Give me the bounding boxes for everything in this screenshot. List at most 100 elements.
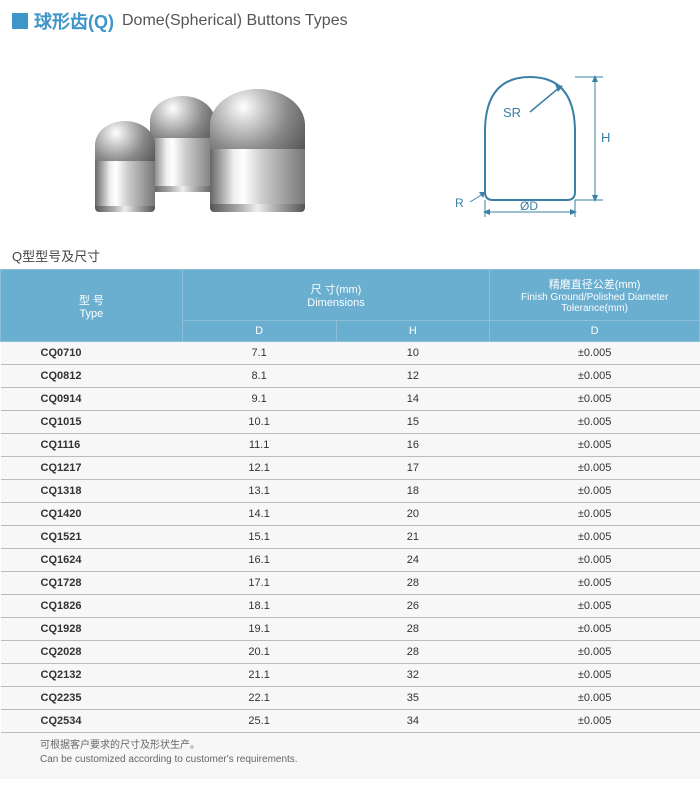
table-body: CQ07107.110±0.005CQ08128.112±0.005CQ0914… [1,342,700,733]
cell-d: 18.1 [182,595,336,618]
cell-d: 20.1 [182,641,336,664]
table-row: CQ202820.128±0.005 [1,641,700,664]
cell-h: 17 [336,457,490,480]
label-r: R [455,196,464,210]
cell-d: 14.1 [182,503,336,526]
cell-type: CQ1928 [1,618,183,641]
table-header: 型 号 Type 尺 寸(mm) Dimensions 精磨直径公差(mm) F… [1,270,700,342]
header-dimensions: 尺 寸(mm) Dimensions [182,270,490,321]
cell-tol: ±0.005 [490,641,700,664]
cell-type: CQ1318 [1,480,183,503]
cell-h: 18 [336,480,490,503]
cell-d: 12.1 [182,457,336,480]
cell-type: CQ2028 [1,641,183,664]
cell-tol: ±0.005 [490,618,700,641]
cell-h: 14 [336,388,490,411]
cell-tol: ±0.005 [490,365,700,388]
dome-button-left [95,121,155,212]
page-title: 球形齿(Q) Dome(Spherical) Buttons Types [0,0,700,42]
cell-d: 17.1 [182,572,336,595]
label-h: H [601,130,610,145]
label-od: ØD [520,199,538,213]
header-col-tol-d: D [490,321,700,342]
cell-d: 19.1 [182,618,336,641]
cell-d: 15.1 [182,526,336,549]
cell-d: 9.1 [182,388,336,411]
table-row: CQ172817.128±0.005 [1,572,700,595]
cell-d: 22.1 [182,687,336,710]
cell-tol: ±0.005 [490,572,700,595]
table-row: CQ213221.132±0.005 [1,664,700,687]
header-type: 型 号 Type [1,270,183,342]
footnote: 可根据客户要求的尺寸及形状生产。 Can be customized accor… [0,733,700,779]
cell-type: CQ0710 [1,342,183,365]
cell-h: 35 [336,687,490,710]
cell-tol: ±0.005 [490,549,700,572]
cell-d: 7.1 [182,342,336,365]
cell-d: 8.1 [182,365,336,388]
title-chinese: 球形齿(Q) [34,8,114,34]
cell-type: CQ1015 [1,411,183,434]
cell-d: 10.1 [182,411,336,434]
cell-d: 11.1 [182,434,336,457]
cell-h: 32 [336,664,490,687]
cell-type: CQ1521 [1,526,183,549]
cell-type: CQ2132 [1,664,183,687]
cell-h: 26 [336,595,490,618]
cell-type: CQ0914 [1,388,183,411]
table-row: CQ152115.121±0.005 [1,526,700,549]
cell-tol: ±0.005 [490,480,700,503]
cell-type: CQ1826 [1,595,183,618]
cell-h: 28 [336,572,490,595]
title-english: Dome(Spherical) Buttons Types [122,12,348,30]
table-row: CQ253425.134±0.005 [1,710,700,733]
cell-type: CQ1624 [1,549,183,572]
cell-tol: ±0.005 [490,434,700,457]
cell-type: CQ2534 [1,710,183,733]
table-row: CQ162416.124±0.005 [1,549,700,572]
table-row: CQ111611.116±0.005 [1,434,700,457]
label-sr: SR [503,105,521,120]
table-row: CQ08128.112±0.005 [1,365,700,388]
footnote-cn: 可根据客户要求的尺寸及形状生产。 [40,739,660,753]
cell-tol: ±0.005 [490,595,700,618]
cell-h: 20 [336,503,490,526]
cell-type: CQ2235 [1,687,183,710]
specs-table: 型 号 Type 尺 寸(mm) Dimensions 精磨直径公差(mm) F… [0,269,700,733]
cell-type: CQ1217 [1,457,183,480]
dome-button-right [210,89,305,212]
cell-type: CQ0812 [1,365,183,388]
cell-type: CQ1728 [1,572,183,595]
product-photo [65,52,345,222]
dimension-diagram: SR H R ØD [435,52,635,222]
cell-tol: ±0.005 [490,710,700,733]
cell-h: 10 [336,342,490,365]
table-row: CQ09149.114±0.005 [1,388,700,411]
cell-h: 15 [336,411,490,434]
table-row: CQ182618.126±0.005 [1,595,700,618]
table-row: CQ121712.117±0.005 [1,457,700,480]
bullet-square-icon [12,13,28,29]
table-row: CQ142014.120±0.005 [1,503,700,526]
cell-h: 28 [336,618,490,641]
cell-tol: ±0.005 [490,664,700,687]
figures-row: SR H R ØD [0,42,700,242]
cell-tol: ±0.005 [490,687,700,710]
cell-tol: ±0.005 [490,342,700,365]
cell-h: 16 [336,434,490,457]
cell-h: 12 [336,365,490,388]
cell-tol: ±0.005 [490,503,700,526]
cell-h: 21 [336,526,490,549]
header-col-d: D [182,321,336,342]
cell-h: 24 [336,549,490,572]
cell-d: 16.1 [182,549,336,572]
table-row: CQ223522.135±0.005 [1,687,700,710]
cell-type: CQ1420 [1,503,183,526]
table-row: CQ192819.128±0.005 [1,618,700,641]
cell-tol: ±0.005 [490,388,700,411]
cell-tol: ±0.005 [490,411,700,434]
dome-button-back [150,96,215,192]
table-row: CQ131813.118±0.005 [1,480,700,503]
cell-d: 21.1 [182,664,336,687]
cell-type: CQ1116 [1,434,183,457]
